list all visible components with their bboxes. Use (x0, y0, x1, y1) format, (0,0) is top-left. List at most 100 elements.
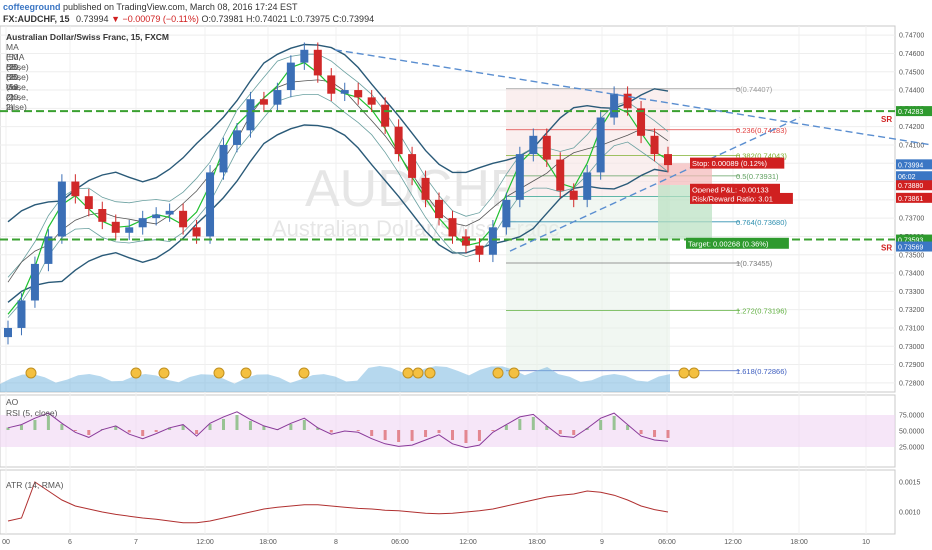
candle-body (152, 214, 161, 219)
position-label-target: Target: 0.00268 (0.36%) (688, 239, 769, 248)
bb50-lower-line (7, 124, 669, 303)
stop-zone (658, 163, 712, 186)
candle-body (488, 227, 497, 255)
atr-line (7, 481, 669, 524)
rsi-line (7, 411, 669, 449)
candle-body (4, 327, 12, 338)
price-axis-label: 0.74700 (899, 33, 924, 40)
candle-body (435, 199, 444, 219)
candle-body (394, 126, 403, 155)
event-marker-icon (688, 367, 700, 379)
fib-label: 1.272(0.73196) (736, 306, 787, 315)
time-axis-label: 12:00 (724, 539, 742, 546)
price-tag (896, 180, 932, 191)
symbol-label[interactable]: FX:AUDCHF, 15 (3, 14, 70, 24)
candle-body (650, 135, 659, 155)
rsi-axis-label: 25.0000 (899, 445, 924, 452)
candle-body (340, 90, 349, 94)
candle-body (125, 227, 134, 233)
candle-body (98, 209, 107, 222)
price-tag-text: 0.73994 (898, 162, 923, 169)
event-marker-icon (298, 367, 310, 379)
ao-label: AO (6, 397, 19, 407)
indicator-item[interactable]: BB (50, close, 2) (6, 72, 29, 112)
bb20-lower-line (7, 94, 669, 318)
chart-title: Australian Dollar/Swiss Franc, 15, FXCM (6, 32, 169, 42)
candle-body (515, 154, 524, 200)
candle-body (259, 99, 268, 105)
candle-body (556, 159, 565, 191)
candle-body (111, 221, 120, 233)
rsi-axis-label: 50.0000 (899, 429, 924, 436)
position-label-pnl: Opened P&L: -0.00133 (692, 185, 769, 194)
time-axis-label: 6 (68, 539, 72, 546)
fib-label: 1(0.73455) (736, 259, 773, 268)
price-axis-label: 0.74200 (899, 124, 924, 131)
atr-axis-label: 0.0015 (899, 480, 921, 487)
sr-price-text: 0.73593 (898, 238, 923, 245)
candle-body (17, 300, 26, 328)
sr-price-tag (896, 106, 932, 117)
price-axis-label: 0.72900 (899, 362, 924, 369)
position-label-bg (690, 157, 785, 169)
time-axis-label: 8 (334, 539, 338, 546)
candle-body (367, 97, 376, 105)
candle-body (30, 263, 39, 301)
fib-label: 0.382(0.74043) (736, 151, 787, 160)
time-axis-label: 18:00 (790, 539, 808, 546)
price-tag-text: 06:02 (898, 174, 916, 181)
sr-label: SR (881, 244, 892, 253)
time-axis-label: 9 (600, 539, 604, 546)
time-axis-label: 12:00 (196, 539, 214, 546)
time-axis-label: 12:00 (459, 539, 477, 546)
candle-body (327, 75, 336, 94)
position-label-bg (690, 192, 793, 204)
price-tag (896, 171, 932, 182)
candle-body (596, 117, 605, 173)
candle-body (44, 236, 53, 264)
price-change: −0.00079 (−0.11%) (122, 14, 199, 24)
event-marker-icon (213, 367, 225, 379)
candle-body (232, 130, 241, 145)
time-axis-label: 18:00 (528, 539, 546, 546)
position-label-stop: Stop: 0.00089 (0.12%) (692, 159, 768, 168)
event-marker-icon (678, 367, 690, 379)
bb50-upper-line (7, 43, 669, 223)
price-tag (896, 159, 932, 170)
candle-body (408, 154, 417, 178)
indicator-item[interactable]: BB (20, close, 2) (6, 62, 29, 102)
indicator-item[interactable]: MA (50, close) (6, 42, 29, 72)
candle-body (610, 93, 619, 118)
resistance-trendline (334, 49, 932, 146)
last-price: 0.73994 (76, 14, 109, 24)
price-axis-label: 0.74500 (899, 69, 924, 76)
price-tag-text: 0.73880 (898, 183, 923, 190)
candle-body (569, 190, 578, 200)
candle-body (300, 49, 309, 63)
bb20-upper-line (7, 53, 669, 278)
event-marker-icon (130, 367, 142, 379)
candle-body (448, 218, 457, 237)
candle-body (502, 199, 511, 228)
candle-body (623, 93, 632, 109)
rsi-band (0, 415, 895, 447)
position-label-rr: Risk/Reward Ratio: 3.01 (692, 194, 773, 203)
candle-body (461, 236, 470, 246)
author-link[interactable]: coffeeground (3, 2, 61, 12)
sr-price-tag (896, 234, 932, 245)
indicator-item[interactable]: EMA (20, close) (6, 52, 29, 82)
price-tag-text: 0.73569 (898, 245, 923, 252)
indicator-item[interactable]: Vol (20, false) (6, 82, 27, 112)
price-axis-label: 0.73700 (899, 216, 924, 223)
candle-body (71, 181, 80, 197)
candle-body (583, 172, 592, 200)
price-axis-label: 0.73000 (899, 344, 924, 351)
event-marker-icon (492, 367, 504, 379)
atr-axis-label: 0.0010 (899, 510, 921, 517)
event-marker-icon (424, 367, 436, 379)
time-axis-label: 00 (2, 539, 10, 546)
candle-body (664, 154, 672, 166)
fib-label: 0.5(0.73931) (736, 172, 779, 181)
